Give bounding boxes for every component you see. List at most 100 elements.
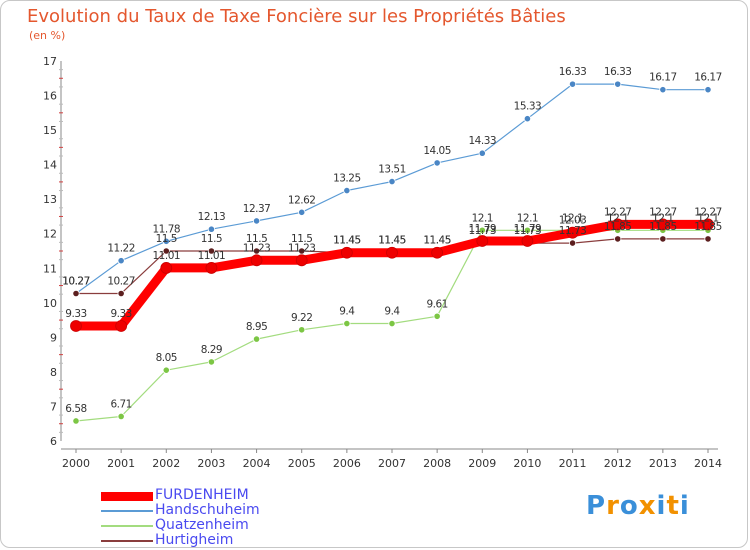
data-point bbox=[250, 254, 263, 267]
data-label: 12.1 bbox=[562, 212, 583, 224]
y-tick-label: 12 bbox=[43, 228, 57, 241]
data-label: 11.85 bbox=[604, 221, 632, 233]
data-point bbox=[523, 226, 532, 234]
data-label: 8.05 bbox=[156, 352, 177, 364]
y-tick-label: 11 bbox=[43, 262, 57, 275]
data-label: 9.22 bbox=[291, 312, 312, 324]
chart-subtitle: (en %) bbox=[29, 29, 66, 42]
data-label: 8.95 bbox=[246, 321, 267, 333]
data-label: 16.17 bbox=[649, 72, 677, 84]
data-point bbox=[252, 217, 261, 225]
data-point bbox=[205, 262, 218, 274]
y-tick-label: 10 bbox=[43, 297, 57, 310]
data-label: 12.1 bbox=[697, 212, 718, 224]
series-layer bbox=[70, 80, 714, 425]
data-point bbox=[115, 320, 128, 332]
data-point bbox=[160, 262, 173, 274]
legend-swatch bbox=[101, 510, 153, 512]
data-point bbox=[117, 412, 125, 421]
data-point bbox=[298, 326, 306, 334]
data-label: 11.5 bbox=[246, 233, 267, 245]
data-label: 12.27 bbox=[694, 206, 722, 218]
logo-letter: t bbox=[666, 491, 680, 521]
data-label: 12.03 bbox=[559, 215, 587, 227]
data-label: 12.27 bbox=[649, 206, 677, 218]
data-point bbox=[659, 235, 667, 243]
data-label: 11.45 bbox=[378, 235, 406, 247]
y-tick-label: 6 bbox=[50, 435, 57, 448]
x-tick-label: 2012 bbox=[604, 457, 632, 470]
data-label: 13.51 bbox=[378, 164, 406, 176]
data-point bbox=[566, 226, 579, 239]
data-point bbox=[704, 86, 712, 94]
legend-item-hurtigheim: Hurtigheim bbox=[101, 533, 401, 548]
data-label: 11.23 bbox=[243, 242, 271, 254]
data-label: 14.05 bbox=[423, 145, 451, 157]
data-point bbox=[207, 225, 216, 233]
x-tick-label: 2002 bbox=[152, 457, 180, 470]
data-point bbox=[343, 319, 351, 328]
data-point bbox=[117, 257, 125, 265]
series-line bbox=[75, 83, 709, 295]
series-furdenheim bbox=[70, 218, 714, 332]
logo-letter: P bbox=[586, 491, 607, 521]
data-point bbox=[386, 246, 398, 259]
x-tick-label: 2003 bbox=[197, 457, 225, 470]
data-point bbox=[523, 115, 532, 123]
y-tick-label: 7 bbox=[50, 400, 57, 413]
data-label: 12.62 bbox=[288, 194, 316, 206]
legend-label: Hurtigheim bbox=[155, 532, 234, 548]
data-label: 11.5 bbox=[291, 233, 312, 245]
data-label: 11.45 bbox=[378, 235, 406, 247]
data-point bbox=[295, 254, 308, 267]
data-label: 11.23 bbox=[288, 242, 316, 254]
data-label: 9.61 bbox=[426, 298, 447, 310]
data-labels: 10.27 11.22 11.78 12.13 12.37 12.62 13.25 13.51… bbox=[62, 66, 722, 415]
data-point bbox=[431, 246, 444, 259]
data-label: 10.27 bbox=[62, 275, 90, 287]
y-tick-label: 16 bbox=[43, 90, 57, 103]
data-label: 11.79 bbox=[514, 223, 542, 235]
data-label: 11.45 bbox=[423, 235, 451, 247]
data-point bbox=[72, 289, 80, 298]
data-label: 9.4 bbox=[339, 306, 355, 318]
data-point bbox=[611, 218, 624, 231]
data-label: 15.33 bbox=[514, 101, 542, 113]
data-label: 16.33 bbox=[559, 66, 587, 78]
x-tick-label: 2004 bbox=[243, 457, 271, 470]
x-tick-label: 2014 bbox=[694, 457, 722, 470]
legend-swatch bbox=[101, 491, 153, 501]
data-label: 11.79 bbox=[469, 223, 497, 235]
data-point bbox=[568, 80, 577, 88]
data-label: 12.1 bbox=[517, 212, 538, 224]
data-label: 11.5 bbox=[201, 233, 222, 245]
data-label: 11.85 bbox=[694, 221, 722, 233]
data-label: 9.33 bbox=[110, 308, 131, 320]
data-point bbox=[656, 218, 669, 231]
data-point bbox=[72, 417, 80, 425]
logo-letter: r bbox=[606, 491, 620, 521]
x-tick-label: 2010 bbox=[513, 457, 541, 470]
data-point bbox=[162, 237, 170, 245]
chart-title: Evolution du Taux de Taxe Foncière sur l… bbox=[27, 6, 566, 27]
data-label: 6.58 bbox=[65, 403, 86, 415]
data-point bbox=[433, 159, 441, 167]
data-point bbox=[207, 247, 216, 255]
x-tick-label: 2007 bbox=[378, 457, 406, 470]
legend-item-quatzenheim: Quatzenheim bbox=[101, 518, 401, 533]
y-tick-label: 9 bbox=[50, 331, 57, 344]
data-label: 14.33 bbox=[469, 135, 497, 147]
data-label: 11.73 bbox=[514, 225, 542, 237]
data-point bbox=[478, 226, 486, 234]
y-tick-label: 15 bbox=[43, 124, 57, 137]
data-point bbox=[340, 246, 353, 259]
data-point bbox=[478, 149, 486, 157]
y-tick-label: 13 bbox=[43, 193, 57, 206]
data-label: 11.78 bbox=[153, 223, 181, 235]
data-label: 11.85 bbox=[649, 221, 677, 233]
data-point bbox=[117, 289, 125, 298]
legend-item-furdenheim: FURDENHEIM bbox=[101, 488, 401, 503]
data-label: 11.45 bbox=[423, 235, 451, 247]
data-label: 11.73 bbox=[559, 225, 587, 237]
